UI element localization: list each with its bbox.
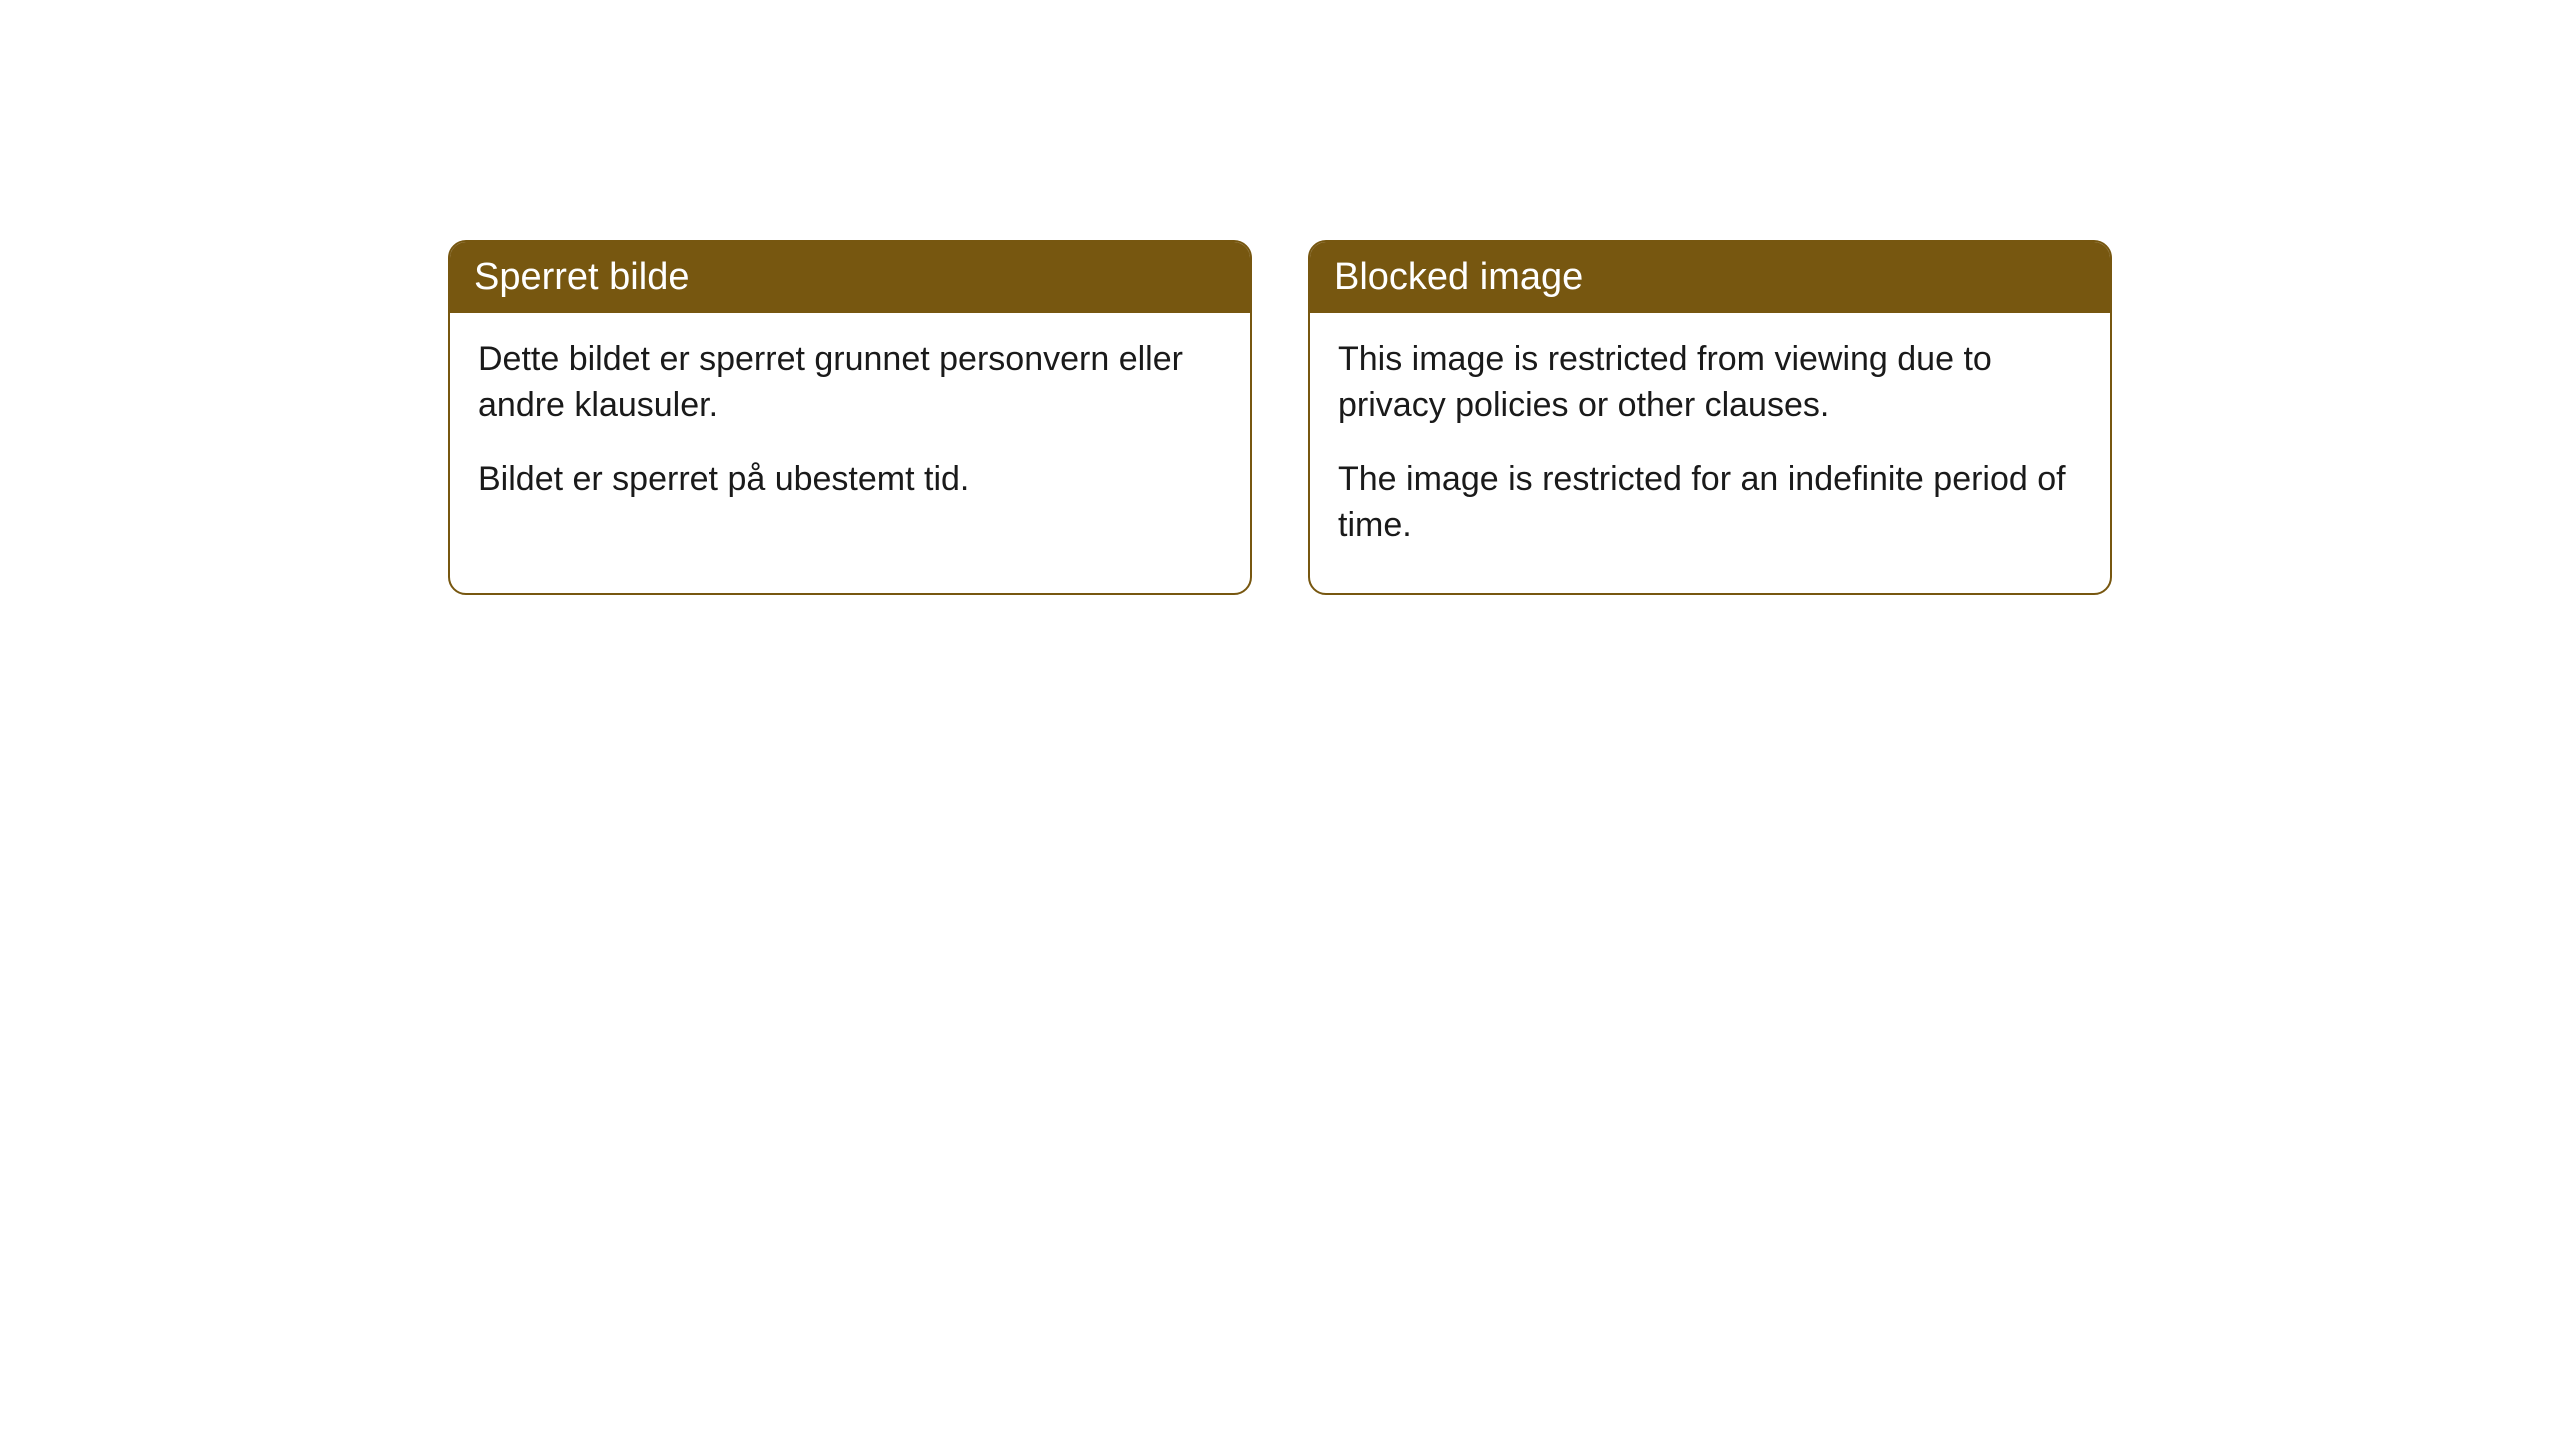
card-body-english: This image is restricted from viewing du…	[1310, 313, 2110, 593]
card-paragraph-2: The image is restricted for an indefinit…	[1338, 457, 2082, 549]
blocked-image-card-norwegian: Sperret bilde Dette bildet er sperret gr…	[448, 240, 1252, 595]
card-paragraph-1: Dette bildet er sperret grunnet personve…	[478, 337, 1222, 429]
card-paragraph-2: Bildet er sperret på ubestemt tid.	[478, 457, 1222, 503]
card-body-norwegian: Dette bildet er sperret grunnet personve…	[450, 313, 1250, 547]
blocked-image-card-english: Blocked image This image is restricted f…	[1308, 240, 2112, 595]
card-header-english: Blocked image	[1310, 242, 2110, 313]
card-header-norwegian: Sperret bilde	[450, 242, 1250, 313]
card-paragraph-1: This image is restricted from viewing du…	[1338, 337, 2082, 429]
notification-cards-container: Sperret bilde Dette bildet er sperret gr…	[448, 240, 2112, 595]
